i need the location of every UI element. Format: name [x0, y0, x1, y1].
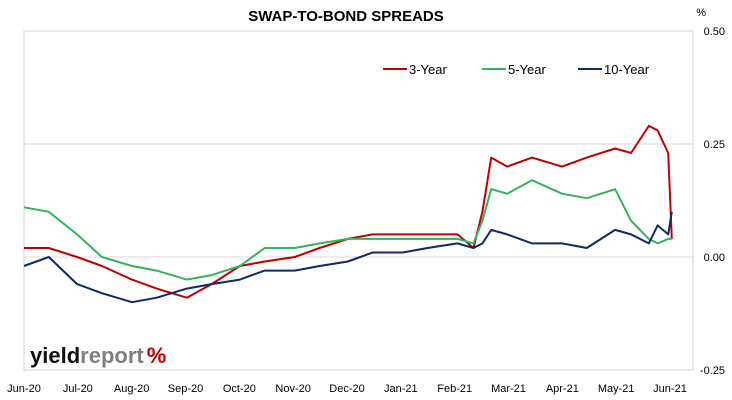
- yieldreport-logo: yieldreport%: [30, 343, 166, 368]
- series-line-5-year: [23, 179, 672, 281]
- x-tick-label: Jun-21: [653, 383, 687, 395]
- svg-text:yieldreport%: yieldreport%: [30, 343, 166, 368]
- series-lines: [23, 124, 673, 304]
- series-line-3-year: [24, 124, 673, 299]
- logo-percent: %: [147, 343, 167, 368]
- gridlines: [24, 30, 693, 371]
- y-tick-label: 0.25: [704, 139, 725, 151]
- y-tick-label: 0.00: [704, 252, 725, 264]
- logo-yield: yield: [30, 343, 80, 368]
- x-axis-tick-labels: Jun-20 Jul-20 Aug-20 Sep-20 Oct-20 Nov-20 Dec-…: [7, 383, 687, 395]
- chart-title: SWAP-TO-BOND SPREADS: [248, 8, 444, 25]
- legend-label-5-year: 5-Year: [508, 62, 546, 77]
- legend-label-3-year: 3-Year: [409, 62, 447, 77]
- y-axis-tick-labels: 0.50 0.25 0.00 -0.25: [700, 26, 725, 377]
- x-tick-label: Sep-20: [168, 383, 203, 395]
- plot-area-border: [23, 30, 694, 371]
- x-tick-label: May-21: [598, 383, 635, 395]
- legend-label-10-year: 10-Year: [604, 62, 650, 77]
- x-tick-label: Feb-21: [437, 383, 472, 395]
- x-tick-label: Dec-20: [329, 383, 364, 395]
- x-tick-label: Jul-20: [63, 383, 93, 395]
- x-tick-label: Mar-21: [491, 383, 526, 395]
- x-tick-label: Jun-20: [7, 383, 41, 395]
- y-axis-unit-label: %: [696, 7, 706, 19]
- x-tick-label: Oct-20: [223, 383, 256, 395]
- x-tick-label: Apr-21: [546, 383, 579, 395]
- x-tick-label: Nov-20: [275, 383, 310, 395]
- x-tick-label: Aug-20: [114, 383, 149, 395]
- y-tick-label: 0.50: [704, 26, 725, 38]
- logo-report: report: [80, 343, 144, 368]
- x-tick-label: Jan-21: [384, 383, 418, 395]
- y-tick-label: -0.25: [700, 365, 725, 377]
- legend: 3-Year 5-Year 10-Year: [383, 62, 650, 77]
- series-line-10-year: [23, 211, 673, 304]
